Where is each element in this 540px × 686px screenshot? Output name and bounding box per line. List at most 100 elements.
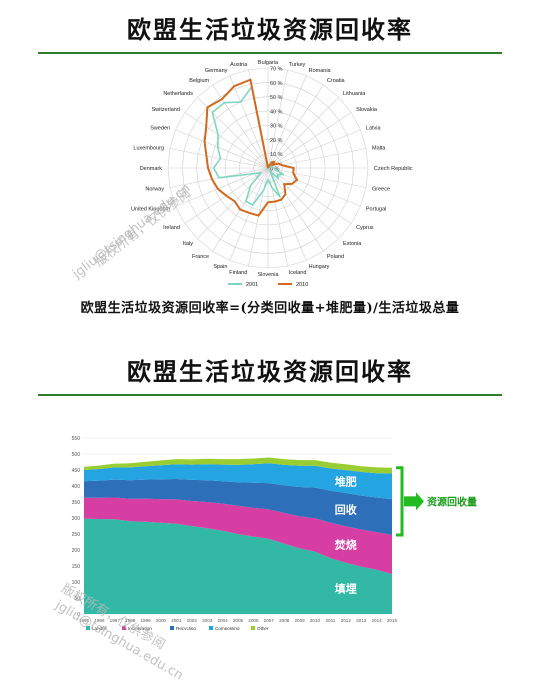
radar-category-label: Latvia xyxy=(366,125,382,131)
area-xtick-label: 2014 xyxy=(371,618,382,623)
radar-spoke xyxy=(267,167,367,188)
radar-spoke xyxy=(267,167,339,239)
area-legend-swatch xyxy=(209,626,213,630)
area-xtick-label: 2012 xyxy=(341,618,352,623)
area-legend-swatch xyxy=(86,626,90,630)
radar-category-label: Bulgaria xyxy=(258,60,279,66)
area-ytick-label: 550 xyxy=(72,436,81,442)
area-xtick-label: 2013 xyxy=(356,618,367,623)
radar-category-label: Norway xyxy=(145,187,164,193)
area-xtick-label: 2001 xyxy=(171,618,182,623)
radar-category-label: Ireland xyxy=(163,225,180,231)
radar-spoke xyxy=(267,84,324,169)
radar-category-label: Germany xyxy=(205,68,228,74)
radar-spoke xyxy=(197,97,269,169)
bracket xyxy=(396,466,404,537)
area-ytick-label: 300 xyxy=(72,516,81,522)
area-ytick-label: 350 xyxy=(72,500,81,506)
radar-category-label: Switzerland xyxy=(151,107,179,113)
radar-category-label: Luxembourg xyxy=(133,145,164,151)
radar-spoke xyxy=(267,112,352,169)
area-xtick-label: 2005 xyxy=(233,618,244,623)
radar-tick-label: 40 % xyxy=(270,109,283,115)
radar-category-label: Czech Republic xyxy=(374,166,413,172)
radar-spoke xyxy=(229,75,269,169)
radar-spoke xyxy=(267,167,324,252)
area-xtick-label: 2007 xyxy=(264,618,275,623)
radar-spoke xyxy=(175,129,269,169)
radar-spoke xyxy=(267,167,288,267)
area-band-composting xyxy=(84,463,392,500)
radar-category-label: Austria xyxy=(230,62,248,68)
radar-category-label: Hungary xyxy=(309,264,330,270)
area-xtick-label: 1996 xyxy=(94,618,105,623)
area-xtick-label: 1998 xyxy=(125,618,136,623)
radar-spoke xyxy=(169,148,269,169)
bottom-title: 欧盟生活垃圾资源回收率 xyxy=(127,358,413,386)
radar-chart: 0 %10 %20 %30 %40 %50 %60 %70 %Bulgaria T… xyxy=(131,60,413,288)
radar-category-label: Cyprus xyxy=(356,225,374,231)
radar-category-label: Iceland xyxy=(289,270,307,276)
radar-category-label: Turkey xyxy=(289,62,306,68)
area-ytick-label: 200 xyxy=(72,548,81,554)
area-legend-label: Recycling xyxy=(176,626,196,630)
radar-series-2010 xyxy=(203,78,299,217)
radar-series-2001 xyxy=(211,84,285,207)
bottom-divider xyxy=(38,394,502,396)
area-ytick-label: 50 xyxy=(74,596,80,602)
area-ytick-label: 400 xyxy=(72,484,81,490)
radar-spoke xyxy=(197,167,269,239)
area-xtick-label: 1997 xyxy=(110,618,121,623)
area-xtick-label: 2003 xyxy=(202,618,213,623)
area-band-annotation: 堆肥 xyxy=(335,475,357,489)
area-legend-swatch xyxy=(122,626,126,630)
radar-category-label: Belgium xyxy=(189,78,209,84)
radar-category-label: Greece xyxy=(372,187,390,193)
bracket-label: 资源回收量 xyxy=(427,495,477,508)
area-legend-swatch xyxy=(170,626,174,630)
radar-category-label: Croatia xyxy=(327,78,346,84)
radar-category-label: Portugal xyxy=(366,207,387,213)
radar-category-label: United Kingdom xyxy=(131,207,171,213)
area-xtick-label: 1995 xyxy=(79,618,90,623)
radar-spoke xyxy=(267,69,288,169)
radar-tick-label: 20 % xyxy=(270,138,283,144)
radar-spoke xyxy=(267,75,307,169)
area-legend-label: Other xyxy=(257,626,269,630)
radar-category-label: Estonia xyxy=(343,241,362,247)
radar-legend-label: 2010 xyxy=(296,282,308,288)
radar-category-label: Lithuania xyxy=(343,91,366,97)
radar-category-label: Denmark xyxy=(140,166,163,172)
radar-category-label: Netherlands xyxy=(163,91,193,97)
area-band-landfill xyxy=(84,518,392,614)
radar-category-label: Italy xyxy=(183,241,193,247)
area-band-annotation: 填埋 xyxy=(335,581,357,595)
bracket-arrow xyxy=(404,492,424,511)
area-xtick-label: 2008 xyxy=(279,618,290,623)
area-xtick-label: 2010 xyxy=(310,618,321,623)
radar-category-label: Sweden xyxy=(150,125,170,131)
area-band-annotation: 回收 xyxy=(335,503,357,517)
area-ytick-label: 450 xyxy=(72,468,81,474)
area-xtick-label: 2004 xyxy=(217,618,228,623)
area-band-incineration xyxy=(84,497,392,574)
area-band-recycling xyxy=(84,479,392,535)
radar-tick-label: 30 % xyxy=(270,124,283,130)
area-ytick-label: 250 xyxy=(72,532,81,538)
radar-tick-label: 10 % xyxy=(270,152,283,158)
area-legend-label: Incineration xyxy=(128,626,152,630)
radar-category-label: Poland xyxy=(327,254,344,260)
top-divider xyxy=(38,52,502,54)
radar-spoke xyxy=(229,167,269,261)
area-ytick-label: 100 xyxy=(72,580,81,586)
radar-category-label: Finland xyxy=(229,270,247,276)
area-band-annotation: 焚烧 xyxy=(334,538,357,552)
area-ytick-label: 150 xyxy=(72,564,81,570)
area-band-other xyxy=(84,457,392,474)
area-legend-label: Composting xyxy=(215,626,240,630)
area-xtick-label: 2015 xyxy=(387,618,398,623)
area-xtick-label: 2006 xyxy=(248,618,259,623)
radar-spoke xyxy=(248,167,269,267)
radar-spoke xyxy=(267,129,361,169)
radar-legend-label: 2001 xyxy=(246,282,258,288)
